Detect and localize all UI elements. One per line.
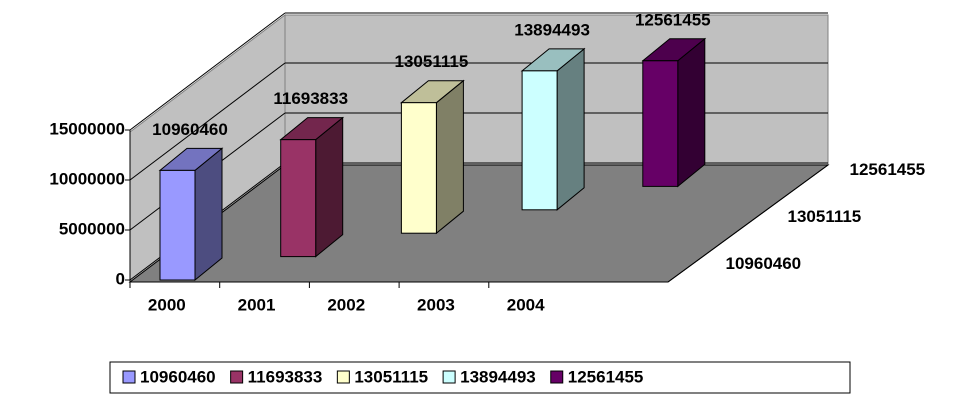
legend-label: 10960460 <box>140 367 216 386</box>
legend-label: 11693833 <box>248 367 323 386</box>
data-label: 13894493 <box>514 20 590 39</box>
data-label: 10960460 <box>152 120 228 139</box>
legend-swatch <box>550 370 564 384</box>
data-label: 13051115 <box>395 52 469 71</box>
depth-tick-label: 12561455 <box>850 160 926 179</box>
bar-side <box>677 37 706 188</box>
y-tick-label: 0 <box>116 269 125 288</box>
legend-swatch <box>122 370 136 384</box>
x-tick-label: 2000 <box>148 295 186 314</box>
legend <box>109 361 851 394</box>
depth-tick-label: 10960460 <box>726 254 802 273</box>
bar <box>400 102 437 234</box>
bar-side <box>435 79 464 235</box>
legend-swatch <box>336 370 350 384</box>
bar <box>642 60 679 187</box>
bar <box>280 139 317 258</box>
bar-side <box>194 147 223 282</box>
grid-line <box>129 62 286 181</box>
y-tick-label: 5000000 <box>59 219 125 238</box>
bar <box>521 70 558 211</box>
x-tick-label: 2003 <box>417 295 455 314</box>
legend-label: 13894493 <box>460 367 536 386</box>
depth-axis <box>667 164 829 283</box>
y-tick-label: 10000000 <box>49 169 125 188</box>
x-tick-label: 2001 <box>238 295 276 314</box>
legend-swatch <box>442 370 456 384</box>
bar-side <box>556 47 585 211</box>
bar-side <box>315 116 344 258</box>
legend-label: 12561455 <box>568 367 644 386</box>
y-tick-label: 15000000 <box>49 119 125 138</box>
data-label: 11693833 <box>273 89 348 108</box>
grid-line <box>129 12 286 131</box>
data-label: 12561455 <box>635 10 711 29</box>
depth-tick-label: 13051115 <box>788 207 862 226</box>
x-tick-label: 2004 <box>507 295 545 314</box>
legend-label: 13051115 <box>354 367 428 386</box>
bar <box>159 169 196 281</box>
legend-swatch <box>230 370 244 384</box>
x-tick-label: 2002 <box>327 295 365 314</box>
